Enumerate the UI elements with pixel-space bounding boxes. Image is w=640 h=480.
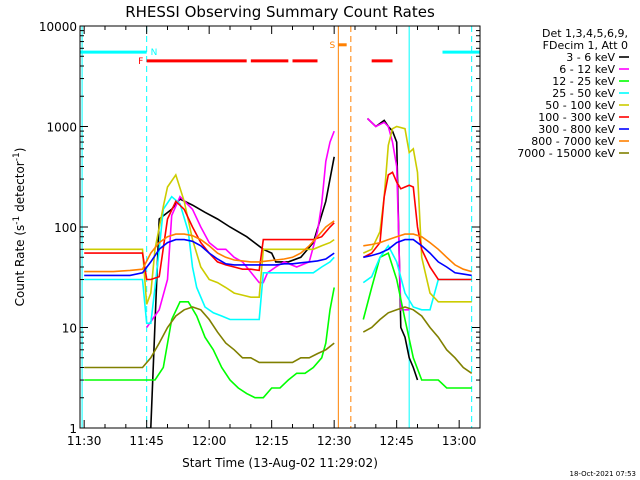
series-line-0-1 <box>366 117 419 381</box>
series-line-6-0 <box>84 238 335 277</box>
legend-label-2: 12 - 25 keV <box>552 75 615 88</box>
plot-body: NF S <box>80 26 480 428</box>
series-line-1-0 <box>146 130 335 328</box>
legend-label-5: 100 - 300 keV <box>538 111 615 124</box>
series-line-7-0 <box>84 220 335 273</box>
legend-label-6: 300 - 800 keV <box>538 123 615 136</box>
timestamp-label: 18-Oct-2021 07:53 <box>570 470 636 478</box>
y-tick-label-4: 10000 <box>39 20 77 34</box>
y-axis-label: Count Rate (s-1 detector-1) <box>12 148 27 307</box>
y-tick-label-2: 100 <box>54 221 77 235</box>
plot-area <box>80 26 480 428</box>
series-line-3-0 <box>84 195 335 325</box>
series-line-7-1 <box>363 233 472 273</box>
legend-label-0: 3 - 6 keV <box>566 51 615 64</box>
legend: Det 1,3,4,5,6,9,FDecim 1, Att 03 - 6 keV… <box>517 27 629 160</box>
axes: 11:30 11:45 12:00 12:15 12:30 12:45 13:00 1 10 10… <box>39 20 481 448</box>
legend-header-1: FDecim 1, Att 0 <box>543 39 628 52</box>
legend-label-1: 6 - 12 keV <box>559 63 615 76</box>
x-tick-label-5: 12:45 <box>379 434 414 448</box>
x-tick-label-4: 12:30 <box>317 434 352 448</box>
series-line-6-1 <box>363 238 472 277</box>
series-line-4-0 <box>84 173 335 305</box>
chart-title: RHESSI Observing Summary Count Rates <box>125 3 435 21</box>
y-tick-label-3: 1000 <box>46 121 77 135</box>
series-line-8-0 <box>84 306 335 369</box>
legend-label-7: 800 - 7000 keV <box>531 135 615 148</box>
y-tick-label-0: 1 <box>69 422 77 436</box>
legend-label-4: 50 - 100 keV <box>545 99 615 112</box>
x-tick-label-3: 12:15 <box>254 434 289 448</box>
legend-header-0: Det 1,3,4,5,6,9, <box>542 27 628 40</box>
series-line-3-1 <box>362 244 472 311</box>
x-tick-label-0: 11:30 <box>67 434 102 448</box>
x-tick-label-1: 11:45 <box>129 434 164 448</box>
series-line-4-1 <box>362 125 472 303</box>
series-line-5-0 <box>84 199 335 281</box>
legend-label-8: 7000 - 15000 keV <box>517 147 615 160</box>
x-tick-label-2: 12:00 <box>192 434 227 448</box>
flag-label-saa: S <box>329 41 335 51</box>
series-line-8-1 <box>362 306 473 374</box>
series-line-0-0 <box>146 156 335 428</box>
y-tick-label-1: 10 <box>62 322 77 336</box>
x-axis-label: Start Time (13-Aug-02 11:29:02) <box>182 456 378 470</box>
series-line-5-1 <box>362 171 472 281</box>
x-tick-label-6: 13:00 <box>442 434 477 448</box>
legend-label-3: 25 - 50 keV <box>552 87 615 100</box>
flag-label-night: N <box>151 48 158 58</box>
flag-label-flare: F <box>138 57 143 67</box>
series-line-2-0 <box>84 287 335 399</box>
